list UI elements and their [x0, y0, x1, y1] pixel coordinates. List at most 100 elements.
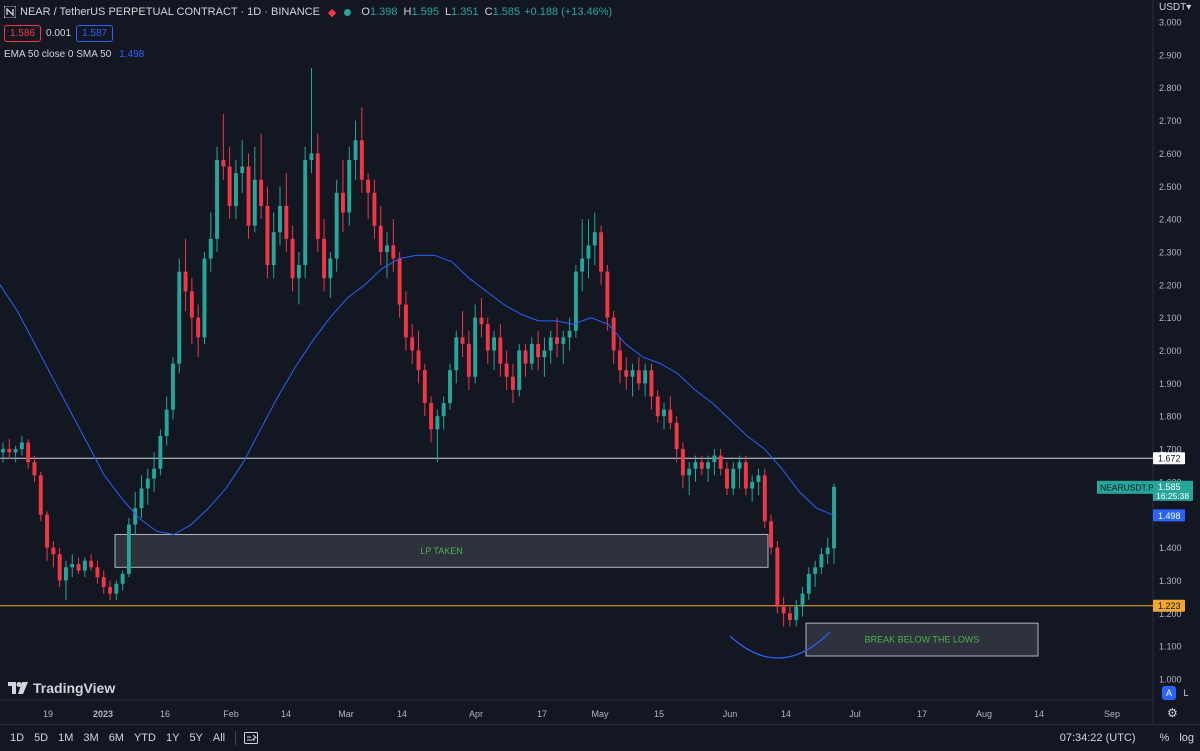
arc-annotation[interactable] [729, 631, 831, 659]
candle-body[interactable] [435, 416, 440, 430]
candle-body[interactable] [655, 396, 660, 417]
symbol-title[interactable]: NEAR / TetherUS PERPETUAL CONTRACT · 1D … [20, 6, 320, 18]
candle-body[interactable] [1, 449, 5, 453]
candle-body[interactable] [240, 166, 245, 174]
candle-body[interactable] [517, 350, 522, 390]
candle-body[interactable] [712, 455, 717, 463]
candle-body[interactable] [271, 232, 276, 266]
range-5y-button[interactable]: 5Y [189, 731, 203, 744]
currency-selector[interactable]: USDT▾ [1159, 2, 1191, 13]
candle-body[interactable] [492, 337, 496, 351]
candle-body[interactable] [227, 166, 232, 206]
break-below-zone[interactable] [805, 622, 1039, 657]
candle-body[interactable] [284, 205, 289, 239]
range-6m-button[interactable]: 6M [108, 731, 124, 744]
candle-body[interactable] [605, 271, 610, 318]
candle-body[interactable] [762, 475, 767, 522]
range-1y-button[interactable]: 1Y [165, 731, 180, 744]
candle-body[interactable] [832, 486, 836, 549]
range-all-button[interactable]: All [212, 731, 226, 744]
candle-body[interactable] [769, 521, 773, 548]
candle-body[interactable] [693, 462, 698, 469]
indicator-name[interactable]: EMA 50 close 0 SMA 50 [4, 48, 112, 60]
clock-timezone[interactable]: 07:34:22 (UTC) [1059, 732, 1136, 744]
candle-body[interactable] [158, 435, 163, 469]
candle-body[interactable] [145, 478, 150, 489]
candle-body[interactable] [485, 324, 490, 351]
candle-body[interactable] [397, 258, 402, 305]
candle-body[interactable] [586, 245, 591, 259]
candle-body[interactable] [328, 258, 333, 279]
candle-body[interactable] [523, 350, 528, 364]
candle-body[interactable] [479, 317, 484, 325]
candle-body[interactable] [385, 245, 389, 252]
candle-body[interactable] [599, 232, 604, 272]
candle-body[interactable] [152, 468, 157, 479]
candle-body[interactable] [13, 449, 18, 453]
candle-body[interactable] [309, 153, 314, 160]
candle-body[interactable] [215, 159, 219, 239]
candle-body[interactable] [32, 462, 37, 476]
range-5d-button[interactable]: 5D [34, 731, 49, 744]
candle-body[interactable] [592, 232, 597, 246]
auto-scale-button[interactable]: A [1162, 686, 1176, 700]
candle-body[interactable] [422, 370, 427, 404]
ema-line[interactable] [0, 254, 835, 536]
candle-body[interactable] [542, 350, 547, 358]
candle-body[interactable] [221, 159, 226, 167]
candle-body[interactable] [429, 403, 434, 430]
candle-body[interactable] [26, 442, 31, 463]
candle-body[interactable] [171, 363, 175, 410]
candle-body[interactable] [718, 455, 723, 469]
candle-body[interactable] [580, 258, 585, 272]
candle-body[interactable] [787, 613, 792, 620]
candle-body[interactable] [183, 271, 188, 292]
candle-body[interactable] [57, 554, 62, 581]
candle-body[interactable] [315, 153, 320, 239]
candle-body[interactable] [448, 370, 452, 404]
candle-body[interactable] [725, 468, 729, 489]
candle-body[interactable] [473, 317, 478, 377]
candle-body[interactable] [756, 475, 761, 482]
candle-body[interactable] [548, 337, 553, 351]
candle-body[interactable] [775, 547, 780, 607]
candle-body[interactable] [649, 370, 654, 397]
candle-body[interactable] [454, 337, 459, 371]
candle-body[interactable] [498, 337, 503, 364]
candle-body[interactable] [781, 606, 786, 614]
candle-body[interactable] [164, 409, 169, 436]
candle-body[interactable] [347, 159, 352, 213]
candle-body[interactable] [126, 524, 131, 574]
candle-body[interactable] [334, 192, 339, 259]
lp-taken-zone[interactable] [114, 533, 769, 568]
candle-body[interactable] [460, 337, 465, 344]
candle-body[interactable] [45, 514, 50, 548]
range-ytd-button[interactable]: YTD [133, 731, 156, 744]
range-1d-button[interactable]: 1D [10, 731, 25, 744]
candle-body[interactable] [341, 192, 345, 213]
candle-body[interactable] [504, 363, 509, 377]
candle-body[interactable] [378, 225, 383, 252]
candle-body[interactable] [233, 173, 238, 206]
candle-body[interactable] [196, 317, 201, 338]
candle-body[interactable] [64, 567, 68, 581]
candle-body[interactable] [819, 554, 824, 568]
candle-body[interactable] [322, 238, 327, 279]
candle-body[interactable] [636, 370, 641, 384]
candle-body[interactable] [567, 330, 572, 338]
buy-price-button[interactable]: 1.587 [76, 24, 114, 42]
candle-body[interactable] [510, 376, 515, 390]
candle-body[interactable] [403, 304, 408, 338]
candle-body[interactable] [120, 573, 125, 584]
candle-body[interactable] [366, 179, 371, 193]
candle-body[interactable] [573, 271, 578, 331]
candle-body[interactable] [743, 462, 748, 489]
candle-body[interactable] [278, 205, 282, 233]
candle-body[interactable] [114, 583, 119, 594]
candle-body[interactable] [139, 488, 144, 509]
candle-body[interactable] [19, 442, 24, 450]
candle-body[interactable] [737, 462, 742, 469]
candle-body[interactable] [624, 370, 629, 377]
candle-body[interactable] [265, 205, 270, 266]
candle-body[interactable] [536, 343, 541, 358]
